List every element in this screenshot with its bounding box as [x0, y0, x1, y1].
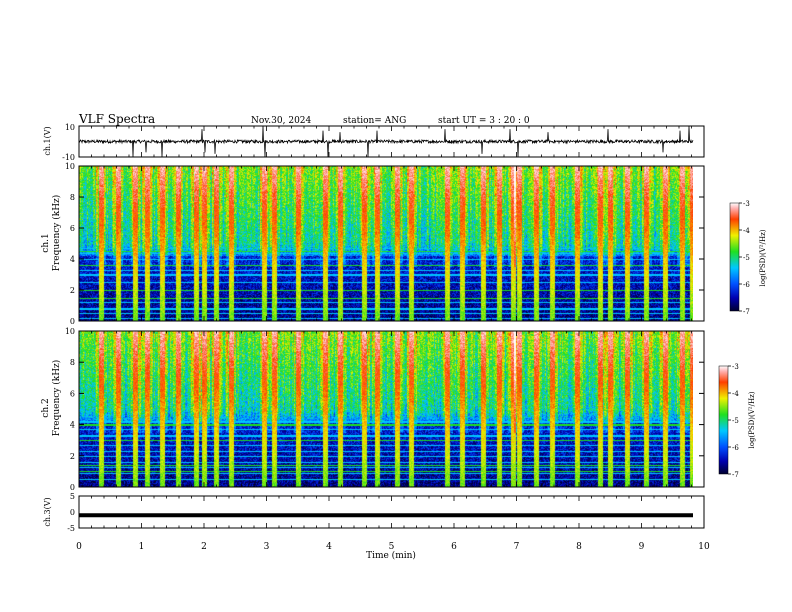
ch2-colorbar-tick-label: -7 — [732, 471, 739, 479]
ch2-ytick-label: 6 — [70, 389, 75, 398]
ch1-ytick-label: 6 — [70, 224, 75, 233]
ch1-colorbar-tick-label: -6 — [743, 281, 750, 289]
ch2-colorbar-tick-label: -6 — [732, 444, 739, 452]
time-tick-label: 4 — [326, 542, 332, 552]
ch3-ytick-top: 5 — [70, 492, 75, 501]
ch1-ytick-label: 0 — [70, 317, 75, 326]
time-axis-ticks — [78, 126, 705, 528]
ch2-ytick-label: 2 — [70, 452, 75, 461]
ch1-ytick-top: 10 — [65, 123, 75, 132]
time-axis-label: Time (min) — [366, 550, 416, 561]
time-tick-label: 3 — [264, 542, 270, 552]
time-tick-label: 7 — [514, 542, 520, 552]
time-tick-label: 0 — [76, 542, 82, 552]
ch2-colorbar-tick-label: -3 — [732, 363, 739, 371]
start-time-label: start UT = 3 : 20 : 0 — [438, 116, 530, 126]
ch1-waveform-panel: 10 -10 ch.1(V) — [43, 123, 705, 162]
ch3-ytick-bottom: -5 — [67, 524, 75, 533]
ch2-ylabel-top: ch.2 — [41, 398, 51, 417]
ch3-waveform-panel: 5 0 -5 ch.3(V) — [43, 492, 705, 533]
ch1-ytick-bottom: -10 — [62, 153, 75, 162]
ch2-ytick-label: 8 — [70, 358, 75, 367]
ch2-ytick-label: 4 — [70, 421, 75, 430]
ch1-ytick-label: 10 — [65, 162, 75, 171]
ch1-colorbar-tick-label: -5 — [743, 254, 750, 262]
ch2-ytick-label: 0 — [70, 483, 75, 492]
ch2-colorbar-tick-label: -4 — [732, 390, 739, 398]
figure-title: VLF Spectra — [78, 112, 155, 126]
ch1-ytick-label: 8 — [70, 193, 75, 202]
time-tick-label: 2 — [201, 542, 207, 552]
ch2-ytick-label: 10 — [65, 327, 75, 336]
ch2-colorbar — [718, 365, 729, 475]
ch2-colorbar-label: log(PSD)(V²/Hz) — [748, 391, 756, 448]
time-axis-tick-labels: 0 1 2 3 4 5 6 7 8 9 10 — [76, 542, 710, 552]
time-tick-label: 5 — [389, 542, 395, 552]
time-tick-label: 10 — [698, 542, 710, 552]
station-label: station= ANG — [343, 116, 406, 126]
ch2-freq-ylabel: Frequency (kHz) — [51, 360, 62, 437]
ch3-ytick-mid: 0 — [70, 508, 75, 517]
ch1-colorbar-tick-label: -7 — [743, 308, 750, 316]
ch1-ylabel-top: ch.1 — [41, 233, 51, 252]
ch3-ylabel: ch.3(V) — [43, 497, 52, 526]
date-label: Nov.30, 2024 — [251, 116, 312, 126]
ch2-freq-ticks: 0 2 4 6 8 10 — [65, 327, 704, 492]
ch1-colorbar-tick-label: -3 — [743, 200, 750, 208]
ch1-freq-ylabel: Frequency (kHz) — [51, 195, 62, 272]
ch1-ytick-label: 4 — [70, 255, 75, 264]
ch1-ytick-label: 2 — [70, 286, 75, 295]
ch1-freq-ticks: 0 2 4 6 8 10 — [65, 162, 704, 326]
ch1-waveform-trace — [78, 125, 694, 158]
time-tick-label: 6 — [451, 542, 457, 552]
ch2-colorbar-ticks: -3 -4 -5 -6 -7 — [728, 363, 739, 479]
ch1-spectrogram-image — [79, 166, 693, 321]
ch1-colorbar-tick-label: -4 — [743, 227, 750, 235]
ch1-colorbar-ticks: -3 -4 -5 -6 -7 — [739, 200, 750, 316]
ch1-ylabel: ch.1(V) — [43, 126, 52, 155]
ch1-colorbar-label: log(PSD)(V²/Hz) — [759, 229, 767, 286]
ch1-colorbar — [729, 202, 740, 312]
ch2-spectrogram-image — [79, 331, 693, 487]
time-tick-label: 1 — [139, 542, 145, 552]
time-tick-label: 9 — [639, 542, 645, 552]
time-tick-label: 8 — [576, 542, 582, 552]
ch2-colorbar-tick-label: -5 — [732, 417, 739, 425]
